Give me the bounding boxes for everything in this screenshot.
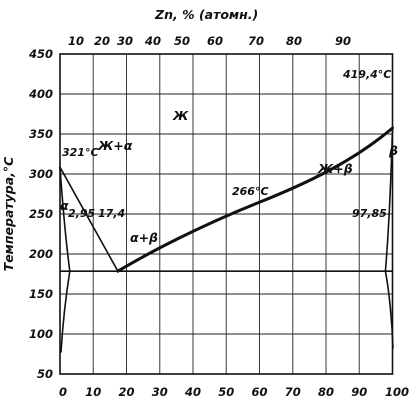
y-axis-ticks: 450 400 350 300 250 200 150 100 50 [28, 47, 53, 381]
top-tick-label: 80 [286, 34, 302, 48]
alpha-solubility-label: 2,95 [68, 207, 95, 220]
top-axis-ticks: 10 20 30 40 50 60 70 80 90 [68, 34, 351, 48]
phase-boundaries [59, 126, 394, 353]
region-alpha-beta: α+β [130, 230, 158, 245]
bottom-tick-label: 20 [118, 385, 134, 399]
region-liquid-beta: Ж+β [317, 161, 353, 176]
region-liquid: Ж [172, 108, 189, 123]
top-tick-label: 90 [335, 34, 351, 48]
bottom-tick-label: 100 [385, 385, 409, 399]
top-tick-label: 60 [207, 34, 223, 48]
beta-solidus [384, 127, 394, 272]
top-tick-label: 40 [144, 34, 161, 48]
y-tick-label: 350 [29, 127, 53, 141]
bottom-tick-label: 50 [218, 385, 234, 399]
plot-frame [59, 53, 394, 375]
top-tick-label: 70 [248, 34, 264, 48]
top-tick-label: 20 [94, 34, 110, 48]
top-tick-label: 50 [174, 34, 190, 48]
cd-melting-label: 321°С [62, 146, 99, 159]
liquidus-zn-side [116, 126, 394, 273]
liquidus-cd-side [59, 166, 119, 272]
bottom-tick-label: 80 [318, 385, 334, 399]
y-tick-label: 250 [29, 207, 53, 221]
y-tick-label: 400 [28, 87, 53, 101]
region-alpha: α [60, 198, 69, 213]
horizontal-gridlines [60, 93, 393, 335]
bottom-axis-ticks: 0 10 20 30 40 50 60 70 80 90 100 [59, 385, 409, 399]
top-tick-label: 30 [117, 34, 133, 48]
y-tick-label: 300 [29, 167, 53, 181]
bottom-tick-label: 30 [152, 385, 168, 399]
top-tick-label: 10 [68, 34, 84, 48]
y-tick-label: 450 [28, 47, 53, 61]
bottom-tick-label: 60 [251, 385, 267, 399]
bottom-tick-label: 40 [184, 385, 201, 399]
beta-solvus [384, 270, 394, 349]
y-axis-label: Температура,°С [1, 156, 16, 271]
alpha-solvus [60, 270, 71, 353]
y-tick-label: 50 [37, 367, 53, 381]
bottom-tick-label: 10 [85, 385, 101, 399]
region-liquid-alpha: Ж+α [97, 138, 133, 153]
eutectic-temp-label: 266°С [232, 185, 269, 198]
region-beta: β [388, 143, 398, 158]
bottom-tick-label: 70 [285, 385, 301, 399]
zn-melting-label: 419,4°С [342, 68, 391, 81]
y-tick-label: 150 [29, 287, 53, 301]
beta-solubility-label: 97,85 [352, 207, 387, 220]
eutectic-comp-label: 17,4 [98, 207, 125, 220]
y-tick-label: 100 [29, 327, 53, 341]
bottom-tick-label: 0 [59, 385, 67, 399]
alpha-solidus [59, 166, 71, 272]
y-tick-label: 200 [29, 247, 53, 261]
top-axis-label: Zn, % (атомн.) [154, 7, 258, 22]
bottom-tick-label: 90 [351, 385, 367, 399]
